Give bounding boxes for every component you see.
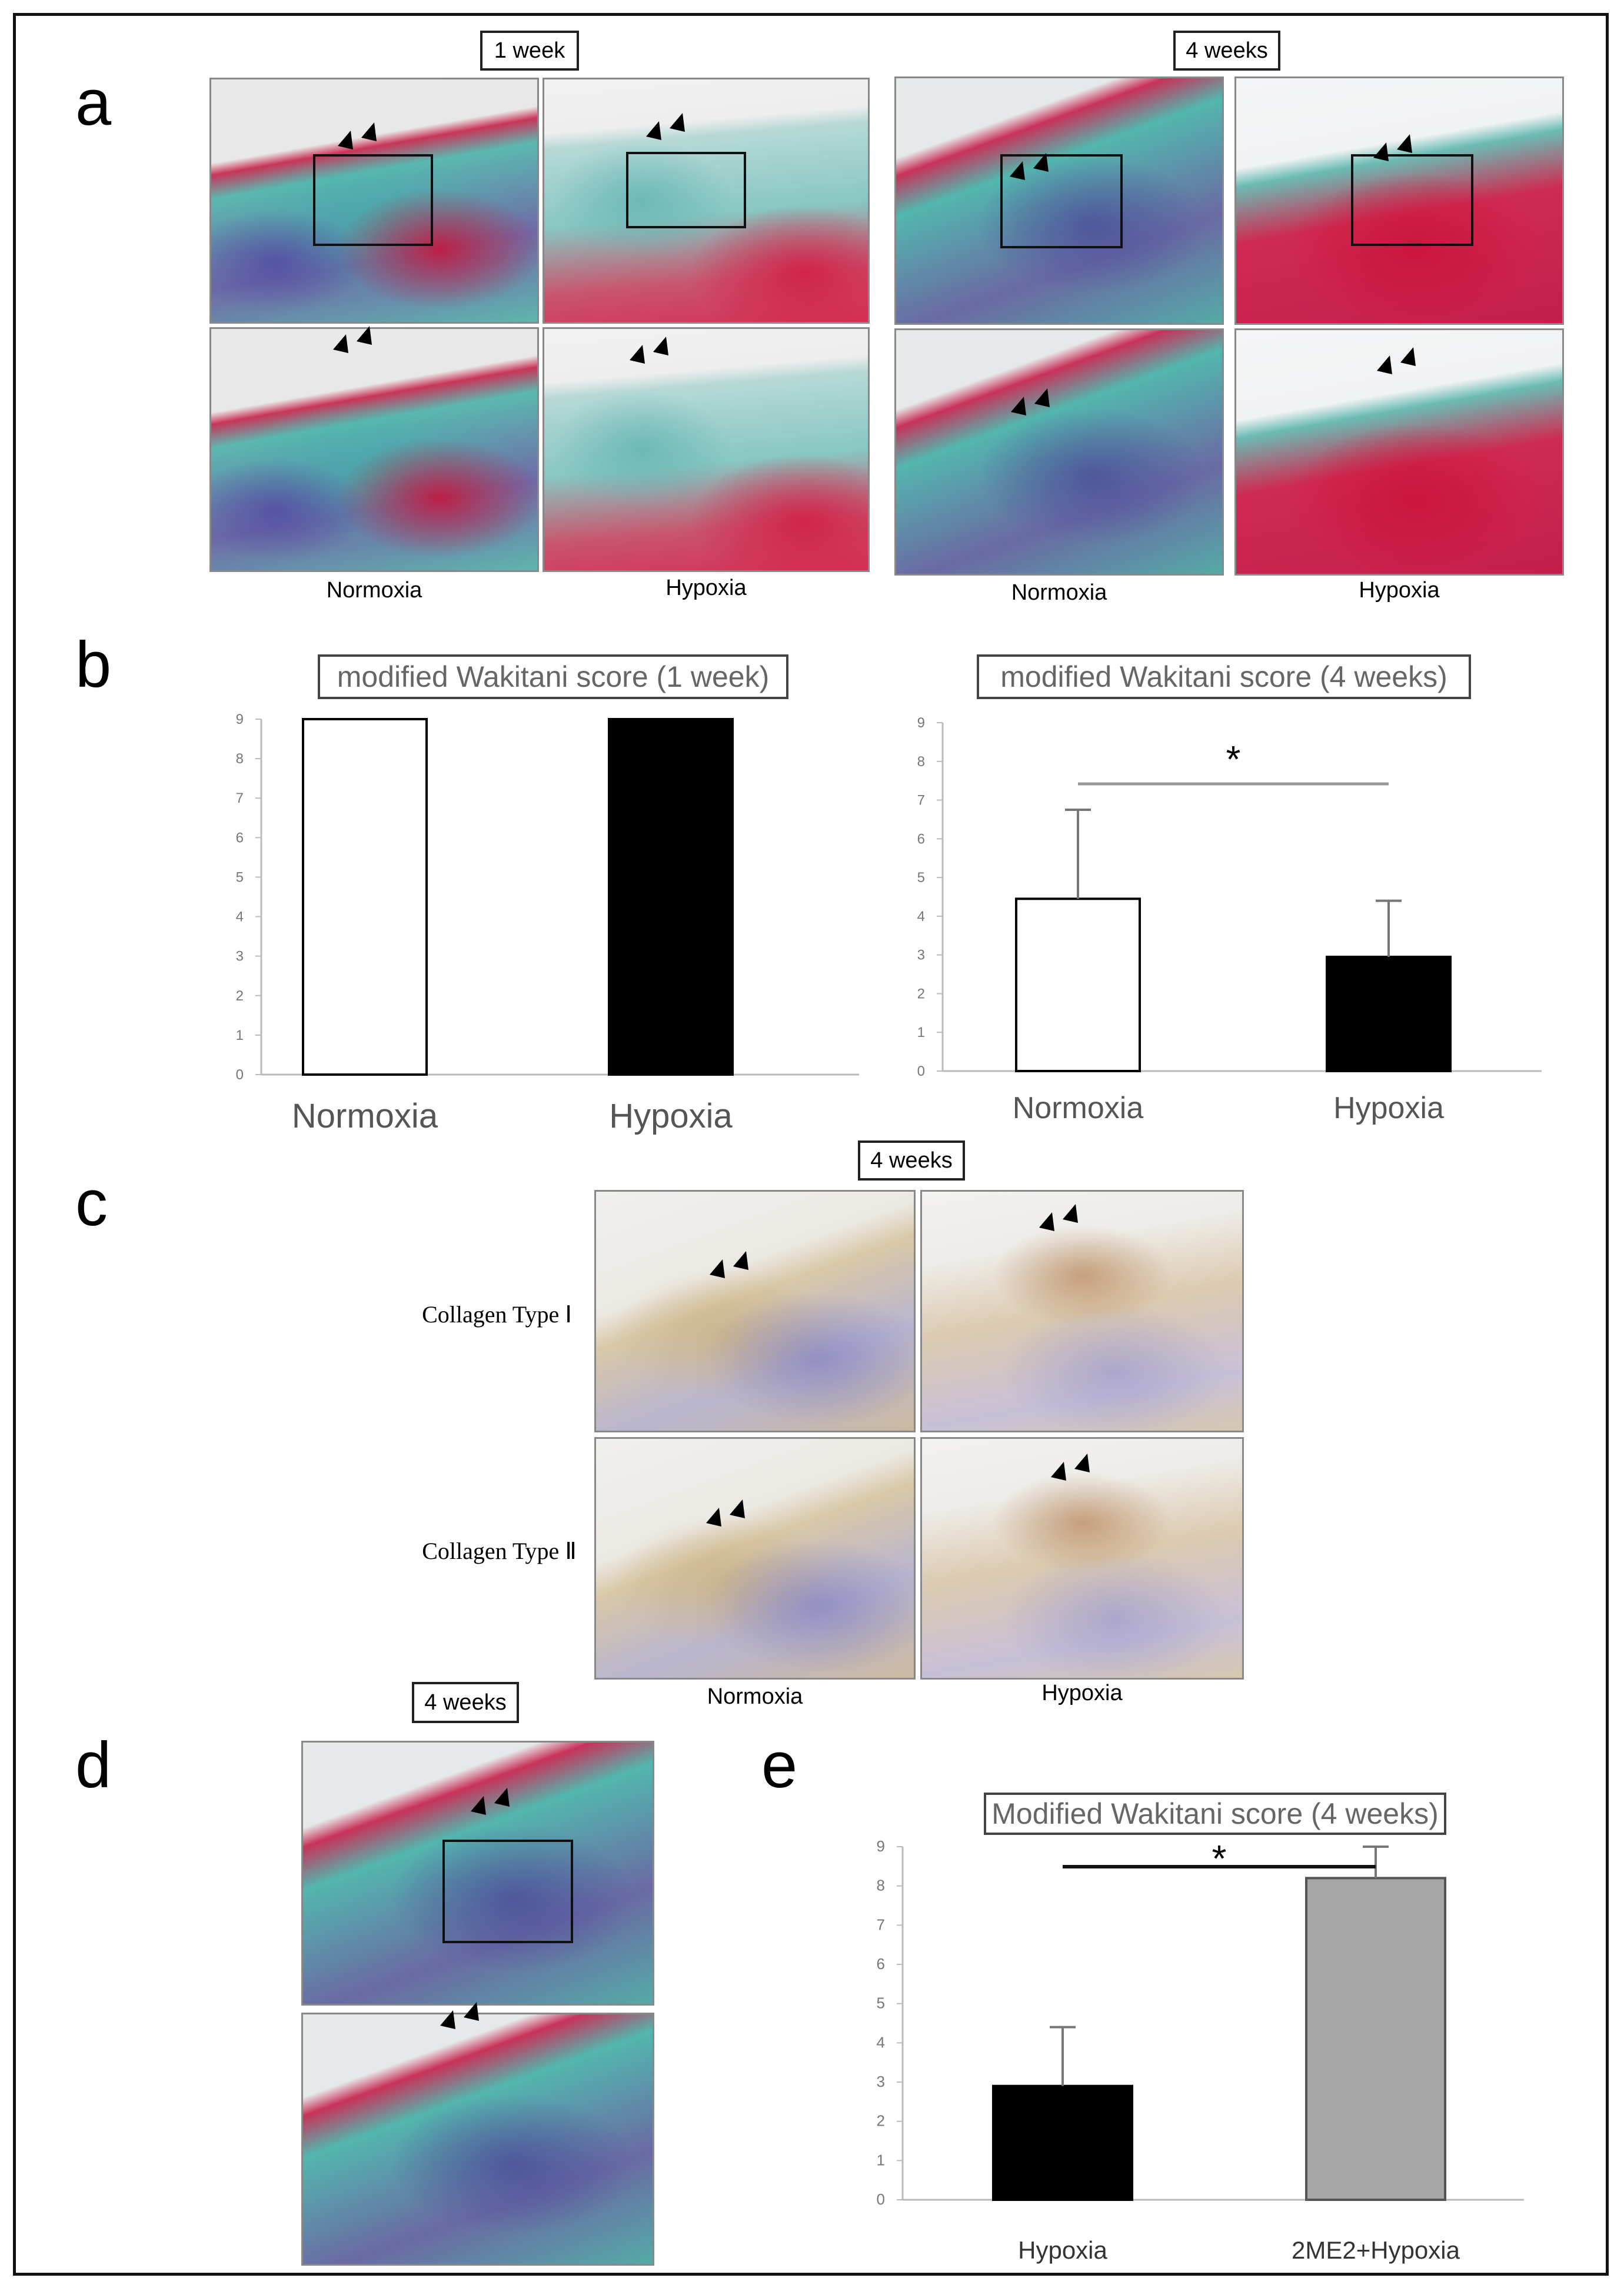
- condition-label-normoxia: Normoxia: [326, 578, 422, 603]
- y-tick-label: 9: [236, 711, 244, 727]
- micrograph-1w-normoxia-high: [209, 327, 539, 572]
- y-tick-label: 7: [877, 1916, 885, 1933]
- bar: [608, 718, 734, 1076]
- chart-wakitani-1-week: 0 1 2 3 4 5 6 7 8 9 Normoxia Hypoxia: [236, 711, 859, 1135]
- category-label: Hypoxia: [609, 1097, 733, 1135]
- bar: [1015, 897, 1141, 1072]
- panel-label-e: e: [761, 1729, 798, 1801]
- time-label-4-weeks: 4 weeks: [1173, 31, 1280, 71]
- bar: [302, 718, 428, 1076]
- y-tick-label: 4: [917, 909, 925, 925]
- y-tick-label: 8: [917, 754, 925, 770]
- micrograph-1w-hypoxia-low: [543, 78, 870, 324]
- chart-title-4-weeks: modified Wakitani score (4 weeks): [977, 654, 1471, 699]
- category-label: 2ME2+Hypoxia: [1292, 2236, 1460, 2264]
- micrograph-d-low: [301, 1741, 654, 2006]
- category-label: Hypoxia: [1018, 2236, 1107, 2264]
- roi-box: [442, 1840, 573, 1943]
- roi-box: [313, 154, 433, 246]
- time-label-4-weeks: 4 weeks: [412, 1682, 519, 1723]
- roi-box: [626, 152, 746, 228]
- bar: [1326, 955, 1452, 1073]
- panel-label-b: b: [75, 629, 112, 701]
- time-label-1-week: 1 week: [480, 31, 579, 71]
- y-tick-label: 0: [917, 1063, 925, 1079]
- condition-label-normoxia: Normoxia: [707, 1684, 803, 1709]
- category-label: Normoxia: [292, 1097, 438, 1135]
- roi-box: [1351, 154, 1473, 246]
- ihc-col2-hypoxia: [920, 1437, 1244, 1680]
- y-tick-label: 5: [877, 1994, 885, 2012]
- ihc-col1-hypoxia: [920, 1190, 1244, 1432]
- panel-label-d: d: [75, 1729, 112, 1801]
- y-tick-label: 9: [877, 1837, 885, 1855]
- panel-label-c: c: [75, 1167, 108, 1239]
- chart-title-1-week: modified Wakitani score (1 week): [318, 654, 788, 699]
- micrograph-1w-hypoxia-high: [543, 327, 870, 572]
- y-tick-label: 2: [877, 2112, 885, 2130]
- y-tick-label: 1: [917, 1025, 925, 1040]
- bar: [1305, 1877, 1446, 2202]
- time-label-4-weeks: 4 weeks: [858, 1140, 965, 1181]
- y-tick-label: 2: [917, 986, 925, 1002]
- roi-box: [1000, 154, 1123, 248]
- significance-star: *: [1226, 738, 1241, 780]
- micrograph-1w-normoxia-low: [209, 78, 539, 324]
- chart-wakitani-2me2: 0 1 2 3 4 5 6 7 8 9 Hypoxia 2ME2+Hypoxia *: [877, 1837, 1524, 2264]
- y-tick-label: 1: [877, 2151, 885, 2169]
- y-tick-label: 8: [236, 751, 244, 767]
- figure-frame: [13, 13, 1609, 2276]
- category-label: Normoxia: [1013, 1091, 1144, 1125]
- y-tick-label: 0: [877, 2190, 885, 2208]
- chart-title-e: Modified Wakitani score (4 weeks): [984, 1793, 1446, 1835]
- y-tick-label: 3: [877, 2073, 885, 2090]
- y-tick-label: 8: [877, 1877, 885, 1894]
- y-tick-label: 3: [236, 949, 244, 965]
- y-tick-label: 9: [917, 715, 925, 731]
- y-tick-label: 2: [236, 988, 244, 1004]
- micrograph-d-high: [301, 2013, 654, 2266]
- condition-label-hypoxia: Hypoxia: [665, 576, 747, 600]
- micrograph-4w-hypoxia-high: [1234, 328, 1564, 576]
- y-tick-label: 3: [917, 947, 925, 963]
- row-label-collagen-type-1: Collagen Type Ⅰ: [422, 1301, 572, 1328]
- y-tick-label: 6: [917, 831, 925, 847]
- y-tick-label: 7: [917, 793, 925, 809]
- condition-label-normoxia: Normoxia: [1011, 580, 1107, 605]
- y-tick-label: 6: [877, 1955, 885, 1973]
- condition-label-hypoxia: Hypoxia: [1359, 578, 1440, 603]
- row-label-collagen-type-2: Collagen Type Ⅱ: [422, 1538, 577, 1564]
- y-tick-label: 4: [236, 909, 244, 925]
- bar: [992, 2084, 1133, 2201]
- y-tick-label: 5: [917, 870, 925, 886]
- micrograph-4w-normoxia-high: [894, 328, 1224, 576]
- micrograph-4w-hypoxia-low: [1234, 77, 1564, 325]
- y-tick-label: 1: [236, 1028, 244, 1043]
- y-tick-label: 5: [236, 869, 244, 885]
- condition-label-hypoxia: Hypoxia: [1041, 1681, 1123, 1705]
- micrograph-4w-normoxia-low: [894, 77, 1224, 325]
- y-tick-label: 0: [236, 1067, 244, 1083]
- y-tick-label: 4: [877, 2033, 885, 2051]
- panel-label-a: a: [75, 66, 112, 139]
- ihc-col1-normoxia: [594, 1190, 916, 1432]
- chart-wakitani-4-weeks: 0 1 2 3 4 5 6 7 8 9 Normoxia Hypoxia *: [917, 715, 1542, 1125]
- ihc-col2-normoxia: [594, 1437, 916, 1680]
- y-tick-label: 6: [236, 830, 244, 846]
- significance-star: *: [1212, 1837, 1227, 1880]
- category-label: Hypoxia: [1333, 1091, 1444, 1125]
- y-tick-label: 7: [236, 790, 244, 806]
